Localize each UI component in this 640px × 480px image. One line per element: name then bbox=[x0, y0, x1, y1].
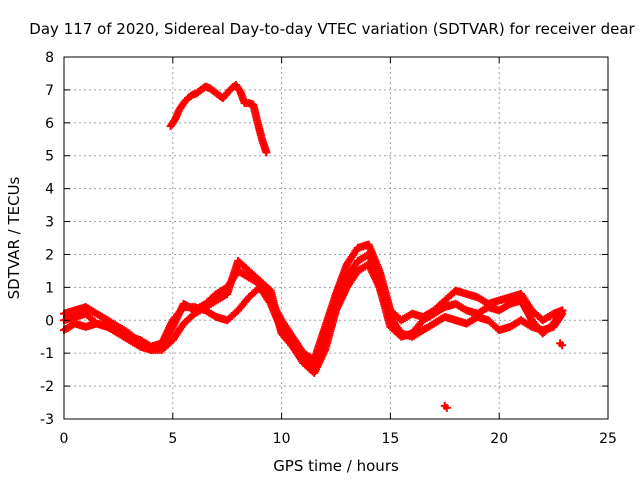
y-tick-label: 6 bbox=[45, 116, 54, 132]
point-track-upper bbox=[262, 148, 271, 157]
x-axis-label: GPS time / hours bbox=[273, 457, 399, 475]
y-tick-label: 4 bbox=[45, 182, 54, 198]
y-tick-label: 0 bbox=[45, 313, 54, 329]
y-tick-label: -2 bbox=[40, 379, 54, 395]
point-track-c bbox=[557, 308, 566, 317]
data-points bbox=[60, 80, 567, 412]
x-tick-label: 5 bbox=[168, 431, 177, 447]
y-tick-label: 8 bbox=[45, 50, 54, 66]
y-tick-label: 1 bbox=[45, 280, 54, 296]
y-tick-label: 3 bbox=[45, 215, 54, 231]
axis-ticks: 0 5 10 15 20 25 -3 -2 -1 0 1 2 3 4 5 6 7 8 bbox=[40, 50, 617, 447]
y-tick-label: -1 bbox=[40, 346, 54, 362]
point-isolated-points bbox=[558, 341, 567, 350]
x-tick-label: 15 bbox=[381, 431, 399, 447]
point-isolated-points bbox=[442, 403, 451, 412]
y-tick-label: 5 bbox=[45, 149, 54, 165]
plot-frame bbox=[63, 56, 609, 420]
point-track-c bbox=[558, 306, 567, 315]
x-tick-label: 10 bbox=[273, 431, 291, 447]
y-tick-label: -3 bbox=[40, 412, 54, 428]
chart-title: Day 117 of 2020, Sidereal Day-to-day VTE… bbox=[29, 20, 635, 38]
x-tick-label: 25 bbox=[599, 431, 617, 447]
x-tick-label: 20 bbox=[490, 431, 508, 447]
x-tick-label: 0 bbox=[60, 431, 69, 447]
grid bbox=[64, 57, 608, 419]
y-tick-label: 2 bbox=[45, 247, 54, 263]
y-tick-label: 7 bbox=[45, 83, 54, 99]
y-axis-label: SDTVAR / TECUs bbox=[5, 176, 23, 299]
